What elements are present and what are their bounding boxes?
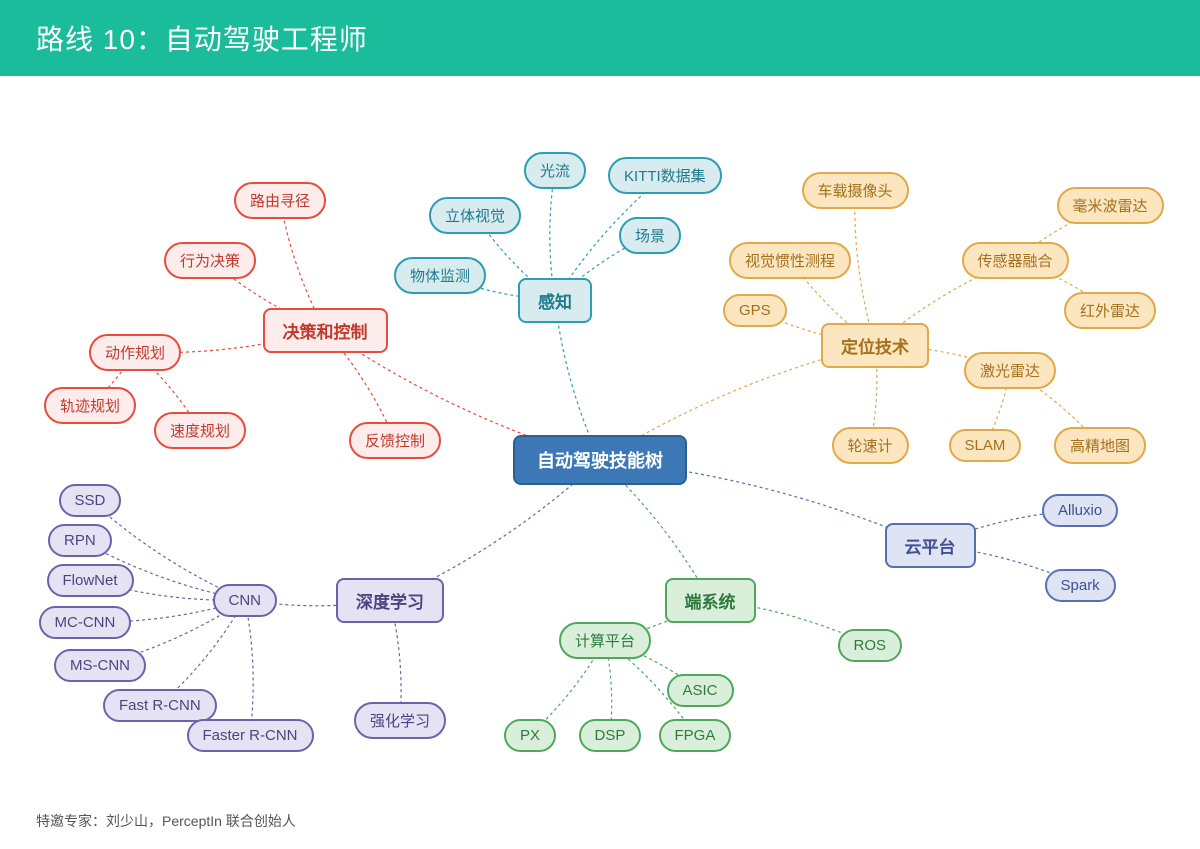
- node-hdmap: 高精地图: [1054, 427, 1146, 464]
- node-fastrcnn: Fast R-CNN: [103, 689, 217, 722]
- node-speed: 速度规划: [154, 412, 246, 449]
- node-fusion: 传感器融合: [962, 242, 1069, 279]
- footer-credit: 特邀专家：刘少山，PerceptIn 联合创始人: [36, 811, 296, 831]
- node-fpga: FPGA: [659, 719, 732, 752]
- edge: [245, 600, 253, 735]
- node-wheel: 轮速计: [832, 427, 909, 464]
- node-alluxio: Alluxio: [1042, 494, 1118, 527]
- node-rl: 强化学习: [354, 702, 446, 739]
- node-camera: 车载摄像头: [802, 172, 909, 209]
- edge: [855, 190, 875, 345]
- page: 路线 10：自动驾驶工程师 自动驾驶技能树 决策和控制 路由寻径行为决策动作规划轨迹…: [0, 0, 1200, 849]
- node-loc: 定位技术: [821, 323, 929, 368]
- node-feedback: 反馈控制: [349, 422, 441, 459]
- node-compute: 计算平台: [559, 622, 651, 659]
- node-asic: ASIC: [667, 674, 734, 707]
- node-route: 路由寻径: [234, 182, 326, 219]
- node-edge: 端系统: [665, 578, 756, 623]
- node-cnn: CNN: [213, 584, 278, 617]
- node-behavior: 行为决策: [164, 242, 256, 279]
- node-spark: Spark: [1045, 569, 1116, 602]
- node-ssd: SSD: [59, 484, 122, 517]
- node-slam: SLAM: [949, 429, 1022, 462]
- node-ros: ROS: [838, 629, 903, 662]
- mindmap-canvas: 自动驾驶技能树 决策和控制 路由寻径行为决策动作规划轨迹规划速度规划 反馈控制 感知物体…: [0, 70, 1200, 800]
- node-dsp: DSP: [579, 719, 642, 752]
- node-gps: GPS: [723, 294, 787, 327]
- node-decision: 决策和控制: [263, 308, 388, 353]
- node-flownet: FlowNet: [47, 564, 134, 597]
- node-mscnn: MS-CNN: [54, 649, 146, 682]
- node-optflow: 光流: [524, 152, 586, 189]
- page-title: 路线 10：自动驾驶工程师: [0, 0, 1200, 76]
- node-vio: 视觉惯性测程: [729, 242, 851, 279]
- node-kitti: KITTI数据集: [608, 157, 722, 194]
- node-ir: 红外雷达: [1064, 292, 1156, 329]
- node-stereo: 立体视觉: [429, 197, 521, 234]
- node-root: 自动驾驶技能树: [513, 435, 687, 485]
- node-objdet: 物体监测: [394, 257, 486, 294]
- node-dl: 深度学习: [336, 578, 444, 623]
- node-scene: 场景: [619, 217, 681, 254]
- node-lidar: 激光雷达: [964, 352, 1056, 389]
- node-mccnn: MC-CNN: [39, 606, 132, 639]
- node-px: PX: [504, 719, 556, 752]
- node-rpn: RPN: [48, 524, 112, 557]
- node-cloud: 云平台: [885, 523, 976, 568]
- node-perc: 感知: [518, 278, 592, 323]
- node-fasterrcnn: Faster R-CNN: [187, 719, 314, 752]
- node-traj: 轨迹规划: [44, 387, 136, 424]
- node-mmw: 毫米波雷达: [1057, 187, 1164, 224]
- node-motion: 动作规划: [89, 334, 181, 371]
